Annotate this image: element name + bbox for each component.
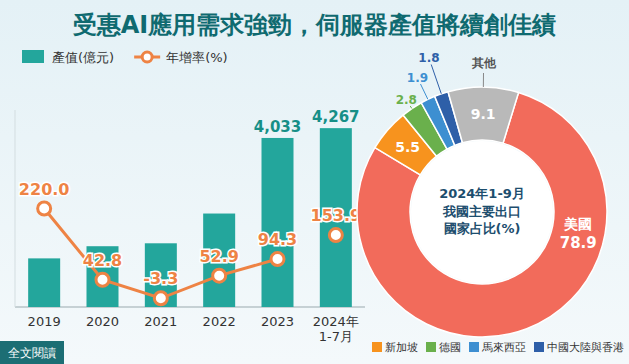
slice-name: 美國 bbox=[563, 216, 592, 232]
point-label: 42.8 bbox=[83, 251, 122, 270]
x-tick-label: 2019 bbox=[28, 314, 61, 329]
donut-hole bbox=[411, 141, 553, 283]
slice-label: 1.9 bbox=[407, 71, 428, 85]
marker bbox=[271, 253, 284, 266]
slice bbox=[448, 87, 518, 143]
legend-label: 德國 bbox=[439, 341, 461, 354]
legend-swatch bbox=[142, 52, 152, 62]
slice-label: 5.5 bbox=[395, 139, 420, 155]
page: {"chart_data": [ {"type": "bar", "title"… bbox=[0, 0, 629, 364]
legend-label: 產值(億元) bbox=[52, 50, 114, 65]
legend-label: 中國大陸與香港 bbox=[547, 341, 624, 354]
y-axis bbox=[15, 110, 16, 307]
text-line: 2024年 bbox=[313, 314, 359, 329]
point-label: -3.3 bbox=[143, 269, 178, 288]
donut bbox=[357, 87, 607, 337]
x-tick-label: 2020 bbox=[86, 314, 119, 329]
point-label: 52.9 bbox=[199, 247, 238, 266]
x-axis bbox=[15, 307, 365, 308]
data-labels: 4,033 4,267 220.0 42.8 -3.3 52.9 94.3 153.9 bbox=[19, 108, 361, 288]
point-label: 153.9 bbox=[311, 206, 362, 225]
marker bbox=[213, 269, 226, 282]
leader bbox=[421, 84, 428, 99]
bar-label: 4,033 bbox=[254, 118, 301, 136]
title: 受惠AI應用需求強勁，伺服器產值將續創佳績 bbox=[73, 11, 557, 39]
slice-label: 78.9 bbox=[560, 234, 597, 252]
point-label: 220.0 bbox=[19, 180, 70, 199]
legend-swatch bbox=[534, 342, 544, 352]
button[interactable] bbox=[0, 341, 64, 364]
legend-swatch bbox=[22, 50, 44, 63]
line bbox=[44, 209, 277, 299]
bar bbox=[28, 258, 60, 307]
x-tick-label: 2024年1-7月 bbox=[313, 314, 359, 344]
legend-swatch bbox=[426, 342, 436, 352]
button-label[interactable]: 全文閱讀 bbox=[8, 346, 56, 360]
slice-label: 9.1 bbox=[471, 106, 496, 122]
x-tick-label: 2021 bbox=[144, 314, 177, 329]
leader bbox=[431, 64, 441, 93]
legend-label: 新加坡 bbox=[385, 341, 418, 354]
point-label: 94.3 bbox=[258, 230, 297, 249]
legend-swatch bbox=[372, 342, 382, 352]
marker bbox=[154, 292, 167, 305]
text-line: 2024年1-9月 bbox=[439, 186, 525, 201]
plot-marks bbox=[28, 128, 352, 307]
slice-label: 1.8 bbox=[418, 51, 439, 65]
slice-label: 2.8 bbox=[396, 93, 417, 107]
legend-swatch bbox=[469, 342, 479, 352]
legend-label: 年增率(%) bbox=[166, 50, 228, 65]
leader bbox=[483, 73, 484, 87]
legend-label: 馬來西亞 bbox=[481, 341, 526, 354]
text-line: 國家占比(%) bbox=[444, 221, 521, 236]
marker bbox=[329, 229, 342, 242]
bar bbox=[262, 138, 294, 307]
donut-title: 2024年1-9月我國主要出口國家占比(%) bbox=[439, 186, 525, 236]
marker bbox=[38, 202, 51, 215]
slice-name: 其他 bbox=[471, 56, 497, 70]
x-tick-label: 2023 bbox=[261, 314, 294, 329]
x-tick-label: 2022 bbox=[203, 314, 236, 329]
bar-label: 4,267 bbox=[312, 108, 359, 126]
marker bbox=[96, 273, 109, 286]
background bbox=[0, 0, 629, 364]
text-line: 1-7月 bbox=[319, 329, 353, 344]
chart-canvas: 受惠AI應用需求強勁，伺服器產值將續創佳績產值(億元)年增率(%)4,0334,… bbox=[0, 0, 629, 364]
text-line: 我國主要出口 bbox=[442, 204, 521, 219]
